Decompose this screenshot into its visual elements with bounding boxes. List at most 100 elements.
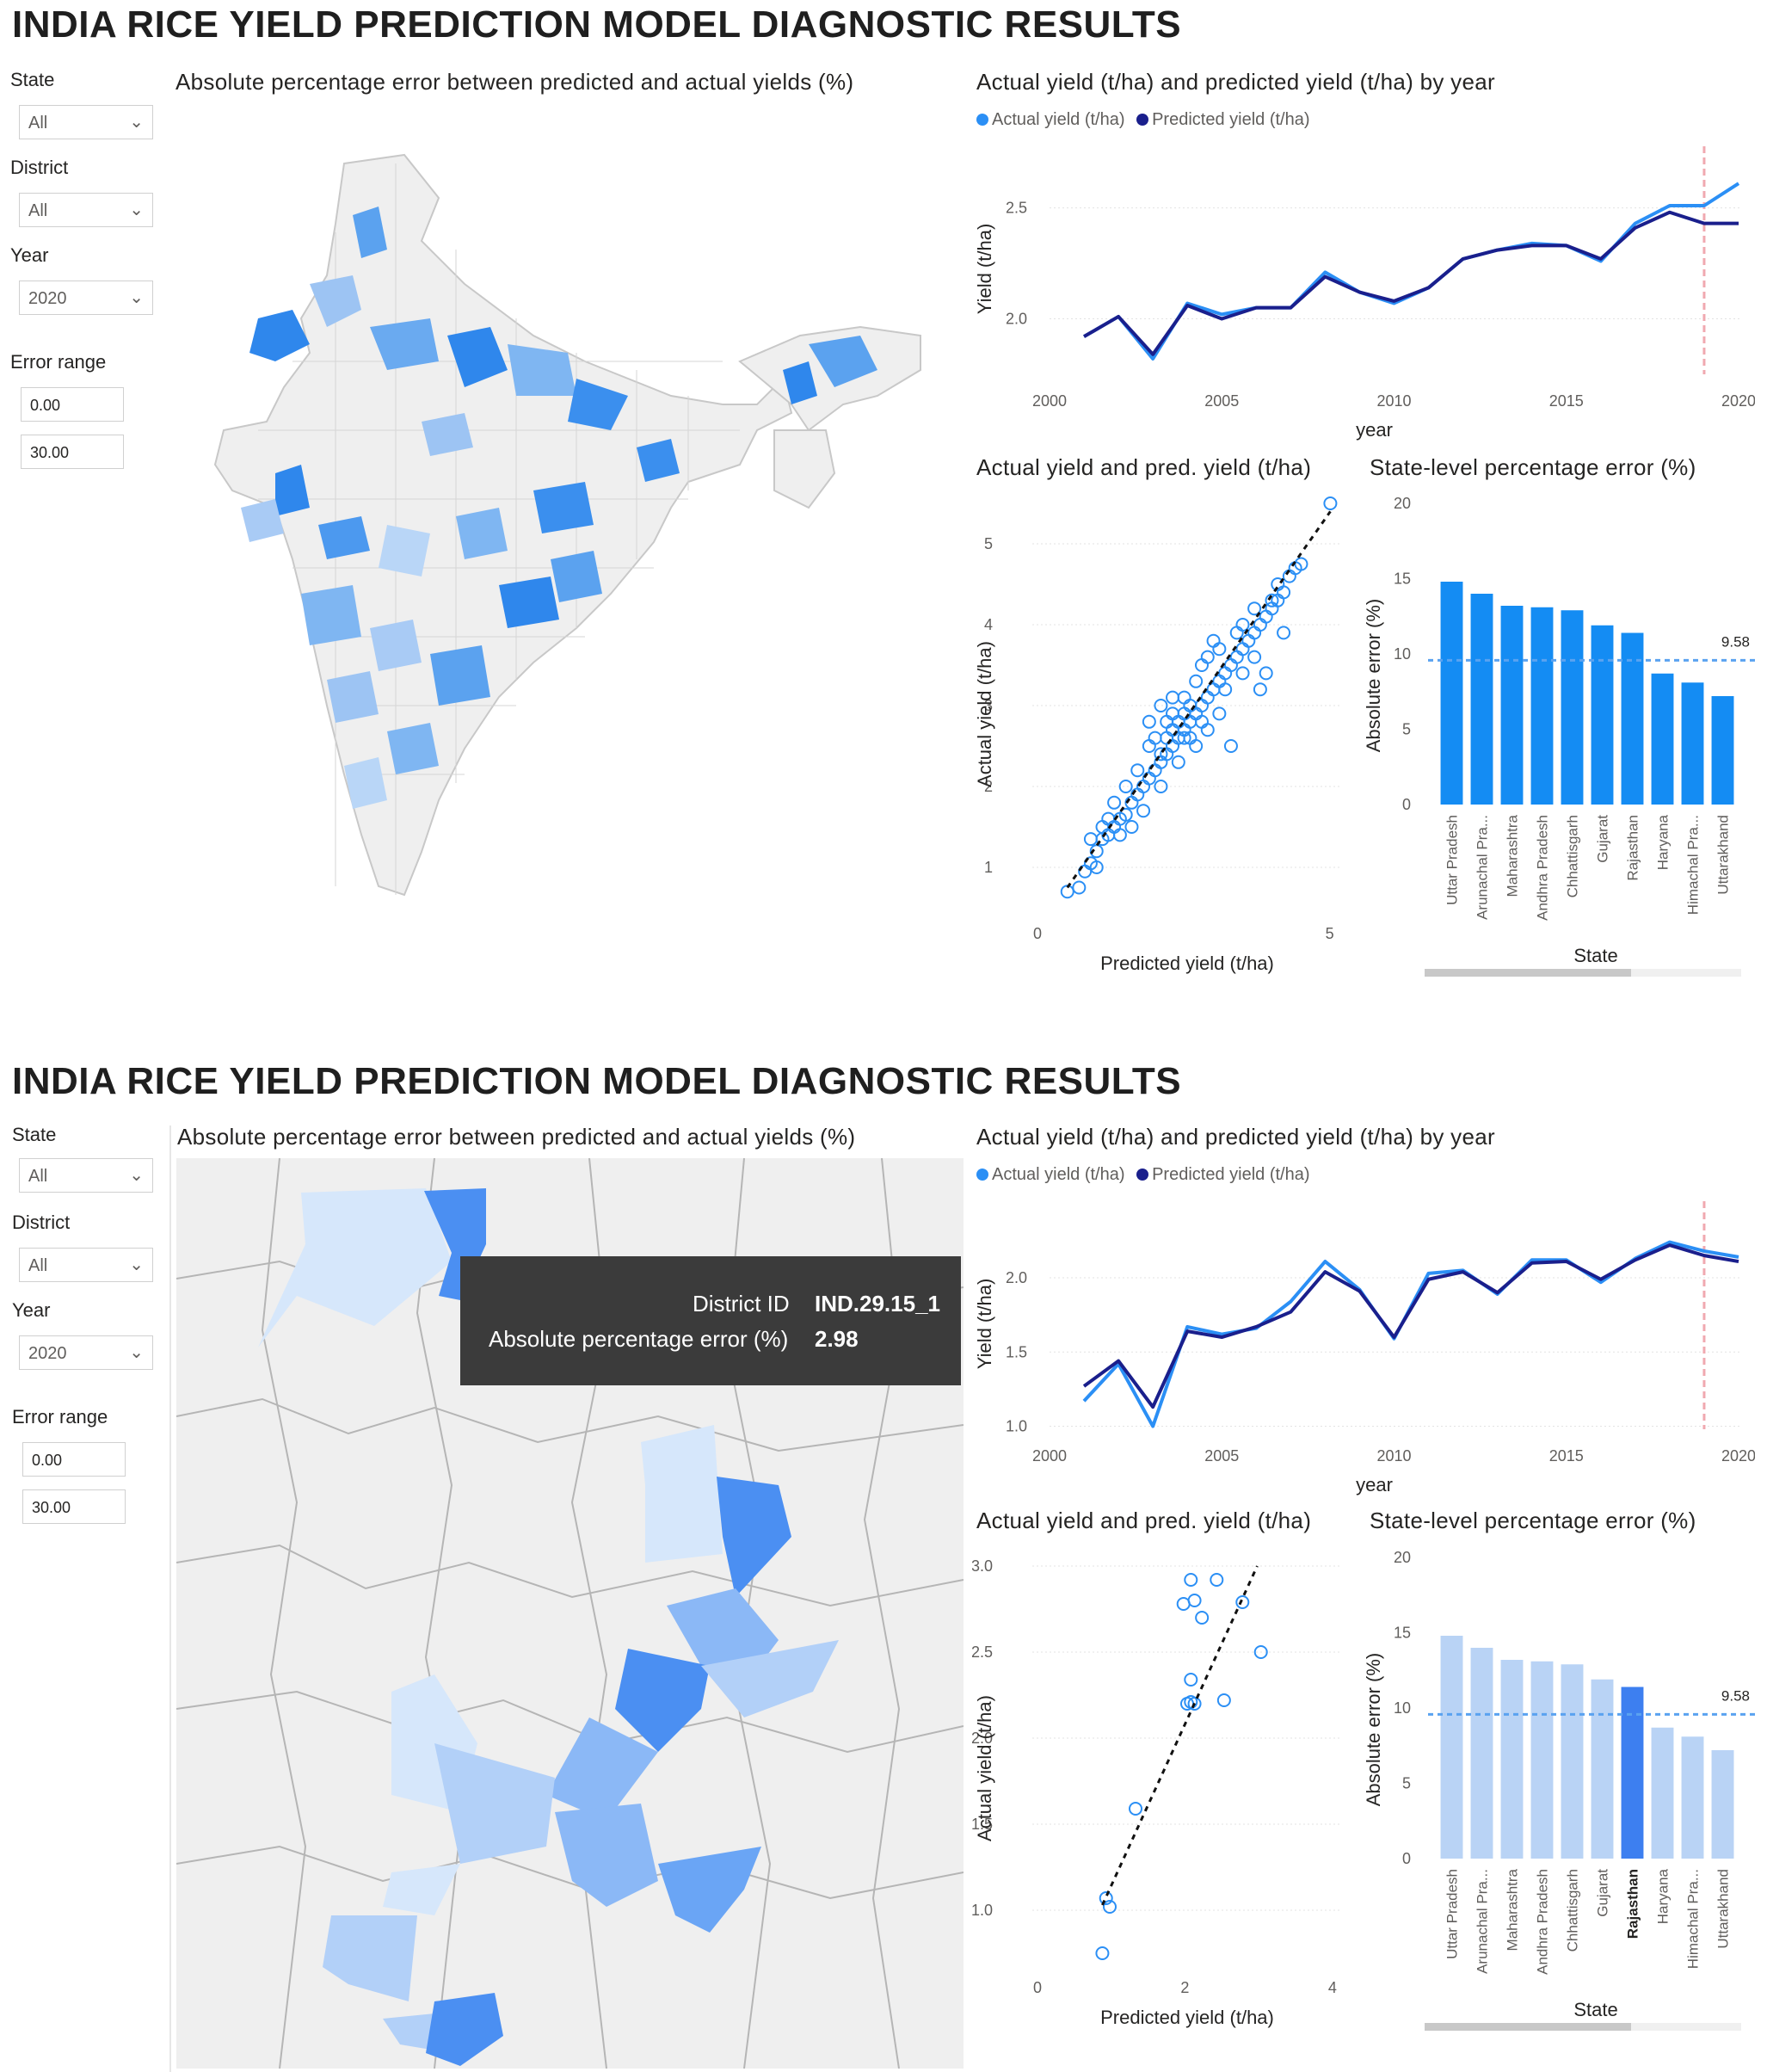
scatter-point <box>1118 807 1133 822</box>
x-tick-label: 0 <box>1033 1979 1042 1996</box>
x-tick-label: 5 <box>1326 925 1334 942</box>
x-tick-label: Uttarakhand <box>1715 815 1732 895</box>
chevron-down-icon: ⌄ <box>129 1166 144 1185</box>
y-tick-label: 1 <box>984 859 993 876</box>
scatter-point <box>1130 763 1145 778</box>
scatter-point <box>1089 860 1104 874</box>
scatter-point <box>1212 674 1227 688</box>
scatter-point <box>1177 706 1191 721</box>
yield-scatter-chart[interactable]: 1 2 3 4 5 0 5 Predicted yield (t/ha) Actual yiel… <box>972 486 1351 977</box>
scatter-point <box>1112 828 1127 842</box>
scatter-point <box>1195 1611 1210 1625</box>
line-legend[interactable]: Actual yield (t/ha) Predicted yield (t/h… <box>976 1165 1310 1185</box>
scatter-point <box>1154 747 1168 762</box>
map-title: Absolute percentage error between predic… <box>177 1124 856 1150</box>
x-tick-label: Chhattisgarh <box>1565 1869 1581 1952</box>
error-max-input[interactable]: 30.00 <box>22 1489 126 1524</box>
y-tick-label: 1.5 <box>1006 1343 1027 1360</box>
bar <box>1591 1679 1614 1859</box>
year-dropdown-value: 2020 <box>28 289 67 308</box>
x-tick-label: Uttar Pradesh <box>1444 1869 1461 1959</box>
y-tick-label: 2.0 <box>972 1730 993 1747</box>
y-axis-title: Yield (t/ha) <box>974 224 995 315</box>
y-axis-title: Yield (t/ha) <box>974 1279 995 1370</box>
y-tick-label: 2.5 <box>1006 200 1027 217</box>
scatter-point <box>1259 609 1273 624</box>
error-min-input[interactable]: 0.00 <box>22 1442 126 1477</box>
district-dropdown[interactable]: All ⌄ <box>19 193 153 227</box>
bar <box>1470 594 1493 805</box>
x-tick-label: 2010 <box>1376 392 1411 410</box>
scatter-point <box>1229 650 1244 664</box>
dashboard-bottom: INDIA RICE YIELD PREDICTION MODEL DIAGNO… <box>0 1057 1767 2072</box>
x-tick-label: 2010 <box>1376 1447 1411 1465</box>
yield-scatter-chart[interactable]: 1.0 1.5 2.0 2.5 3.0 0 2 4 Predicted yield (t/ha)… <box>972 1540 1351 2031</box>
scatter-point <box>1160 731 1174 745</box>
line-legend[interactable]: Actual yield (t/ha) Predicted yield (t/h… <box>976 110 1310 130</box>
bar <box>1681 1736 1704 1859</box>
y-axis-title: Actual yield (t/ha) <box>974 641 995 787</box>
scatter-point <box>1216 1693 1231 1707</box>
x-axis-title: State <box>1573 1999 1617 2020</box>
scatter-point <box>1235 666 1250 681</box>
scatter-point <box>1184 1673 1198 1687</box>
y-tick-label: 0 <box>1402 1850 1411 1867</box>
y-tick-label: 15 <box>1394 570 1411 588</box>
chevron-down-icon: ⌄ <box>129 1343 144 1362</box>
scatter-point <box>1241 633 1256 648</box>
error-min-input[interactable]: 0.00 <box>21 387 124 422</box>
x-tick-label: Haryana <box>1655 1868 1672 1924</box>
scatter-point <box>1206 633 1221 648</box>
year-dropdown[interactable]: 2020 ⌄ <box>19 281 153 315</box>
y-tick-label: 2.0 <box>1006 311 1027 328</box>
chevron-down-icon: ⌄ <box>129 200 144 219</box>
scatter-point <box>1206 682 1221 697</box>
dashboard-top: INDIA RICE YIELD PREDICTION MODEL DIAGNO… <box>0 0 1767 1015</box>
scatter-point <box>1166 706 1180 721</box>
scatter-point <box>1265 593 1279 607</box>
error-max-value: 30.00 <box>30 444 70 461</box>
yield-line-chart[interactable]: 1.0 1.5 2.0 2000 2005 2010 2015 2020 year Yield (… <box>972 1201 1755 1502</box>
chevron-down-icon: ⌄ <box>129 288 144 307</box>
map-error-districts[interactable] <box>241 207 877 809</box>
state-error-bar-chart[interactable]: 0 5 10 15 20 Uttar Pradesh Arunachal Pra... Mah… <box>1359 486 1755 977</box>
scatter-point <box>1277 626 1291 640</box>
scatter-point <box>1282 569 1296 583</box>
y-tick-label: 2.0 <box>1006 1269 1027 1286</box>
district-dropdown[interactable]: All ⌄ <box>19 1248 153 1282</box>
actual-legend-label: Actual yield (t/ha) <box>992 1165 1125 1184</box>
scatter-point <box>1247 650 1262 664</box>
x-tick-label: Maharashtra <box>1505 1868 1521 1951</box>
y-tick-label: 3 <box>984 697 993 714</box>
scatter-point <box>1177 731 1191 745</box>
x-tick-label: Himachal Pra... <box>1685 815 1702 915</box>
scrollbar-track <box>1631 969 1741 977</box>
line-chart-title: Actual yield (t/ha) and predicted yield … <box>976 1124 1495 1150</box>
scatter-point <box>1177 690 1191 705</box>
bar <box>1470 1648 1493 1859</box>
scatter-point <box>1095 820 1110 834</box>
trend-line <box>1101 1565 1259 1906</box>
yield-line-chart[interactable]: 2.0 2.5 2000 2005 2010 2015 2020 year Yield (t/h… <box>972 146 1755 447</box>
scatter-point <box>1200 723 1215 737</box>
scatter-point <box>1212 642 1227 657</box>
y-tick-label: 20 <box>1394 495 1411 512</box>
y-tick-label: 2.5 <box>972 1643 993 1661</box>
x-tick-label: 2 <box>1180 1979 1189 1996</box>
x-tick-label: Arunachal Pra... <box>1475 815 1491 920</box>
bar <box>1681 682 1704 805</box>
state-error-bar-chart[interactable]: 0 5 10 15 20 Uttar Pradesh Arunachal Pra... Mah… <box>1359 1540 1755 2031</box>
error-range-label: Error range <box>10 351 107 373</box>
bar <box>1500 606 1524 805</box>
state-dropdown[interactable]: All ⌄ <box>19 1158 153 1193</box>
state-dropdown[interactable]: All ⌄ <box>19 105 153 139</box>
error-max-input[interactable]: 30.00 <box>21 435 124 469</box>
x-axis-title: Predicted yield (t/ha) <box>1100 2007 1274 2028</box>
scatter-point <box>1194 658 1209 672</box>
india-map[interactable] <box>206 146 946 921</box>
bar <box>1621 632 1644 805</box>
scatter-point <box>1160 714 1174 729</box>
scatter-point <box>1184 1573 1198 1587</box>
x-tick-label: Himachal Pra... <box>1685 1869 1702 1969</box>
year-dropdown[interactable]: 2020 ⌄ <box>19 1335 153 1370</box>
